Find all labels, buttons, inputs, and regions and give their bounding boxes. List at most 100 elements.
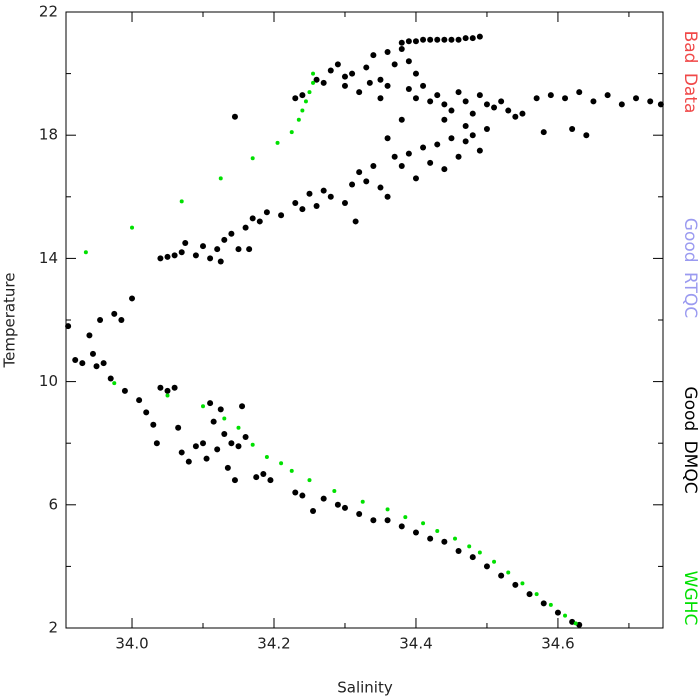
data-point	[320, 79, 327, 86]
data-point	[313, 203, 320, 210]
data-point	[178, 449, 185, 456]
data-point	[469, 554, 476, 561]
data-point	[303, 99, 308, 104]
data-point	[469, 110, 476, 117]
y-tick-label: 14	[39, 249, 58, 267]
data-point	[264, 455, 269, 460]
data-point	[412, 70, 419, 77]
data-point	[185, 458, 192, 465]
data-point	[498, 572, 505, 579]
data-point	[275, 140, 280, 145]
data-point	[129, 295, 136, 302]
data-point	[235, 443, 242, 450]
data-point	[398, 163, 405, 169]
data-point	[249, 215, 256, 222]
data-point	[477, 550, 482, 555]
data-point	[476, 33, 483, 40]
data-point	[512, 581, 519, 588]
data-point	[352, 218, 359, 225]
data-point	[498, 98, 505, 105]
data-point	[332, 488, 337, 493]
data-point	[341, 199, 348, 206]
y-tick-label: 10	[39, 372, 58, 390]
data-point	[341, 73, 348, 80]
data-point	[583, 132, 590, 139]
data-point	[171, 384, 178, 391]
data-point	[228, 440, 235, 447]
data-point	[657, 101, 664, 108]
data-point	[228, 230, 235, 237]
data-point	[175, 424, 182, 431]
data-point	[250, 442, 255, 447]
data-point	[360, 499, 365, 504]
data-point	[370, 517, 377, 524]
data-point	[405, 86, 412, 92]
data-point	[267, 477, 274, 484]
data-point	[320, 187, 327, 194]
data-point	[118, 317, 125, 323]
data-point	[164, 387, 171, 394]
data-point	[467, 544, 472, 549]
data-point	[200, 440, 207, 447]
data-point	[111, 310, 118, 317]
data-point	[534, 592, 539, 597]
data-point	[165, 393, 170, 398]
data-point	[363, 178, 370, 185]
data-point	[491, 104, 498, 111]
data-point	[250, 156, 255, 161]
data-point	[150, 421, 157, 428]
data-point	[236, 425, 241, 430]
data-point	[153, 440, 160, 447]
data-point	[403, 515, 408, 520]
data-point	[412, 175, 419, 182]
data-point	[179, 199, 184, 204]
data-point	[435, 528, 440, 533]
data-point	[363, 64, 370, 71]
data-point	[203, 455, 210, 462]
data-point	[201, 404, 206, 409]
data-point	[469, 132, 476, 139]
data-point	[573, 621, 578, 626]
data-point	[214, 246, 221, 253]
data-point	[420, 82, 427, 89]
data-point	[441, 166, 448, 173]
data-point	[506, 570, 511, 575]
data-point	[112, 381, 117, 386]
data-point	[384, 82, 391, 89]
data-point	[647, 98, 654, 105]
data-point	[377, 76, 384, 83]
data-point	[253, 474, 260, 481]
data-point	[217, 258, 224, 265]
data-point	[384, 49, 391, 56]
data-point	[356, 89, 363, 96]
data-point	[405, 58, 412, 65]
data-point	[307, 90, 312, 95]
data-point	[299, 206, 306, 213]
data-point	[398, 116, 405, 123]
data-point	[384, 517, 391, 524]
data-point	[256, 218, 263, 225]
data-point	[349, 70, 356, 77]
data-point	[562, 95, 569, 102]
legend-label: Good RTQC	[680, 218, 700, 318]
data-point	[366, 79, 373, 86]
data-point	[554, 609, 561, 616]
data-point	[311, 71, 316, 76]
legend-label: Bad Data	[680, 31, 700, 114]
data-point	[157, 255, 164, 262]
data-point	[292, 489, 299, 496]
data-point	[231, 113, 238, 120]
data-point	[462, 35, 469, 42]
data-point	[89, 350, 96, 357]
data-point	[427, 535, 434, 542]
data-point	[222, 416, 227, 421]
data-point	[164, 253, 171, 260]
data-point	[405, 38, 412, 45]
data-point	[356, 511, 363, 518]
data-point	[384, 193, 391, 200]
data-point	[83, 250, 88, 255]
data-point	[412, 95, 419, 102]
data-point	[235, 246, 242, 253]
data-point	[207, 255, 214, 262]
data-point	[341, 82, 348, 89]
